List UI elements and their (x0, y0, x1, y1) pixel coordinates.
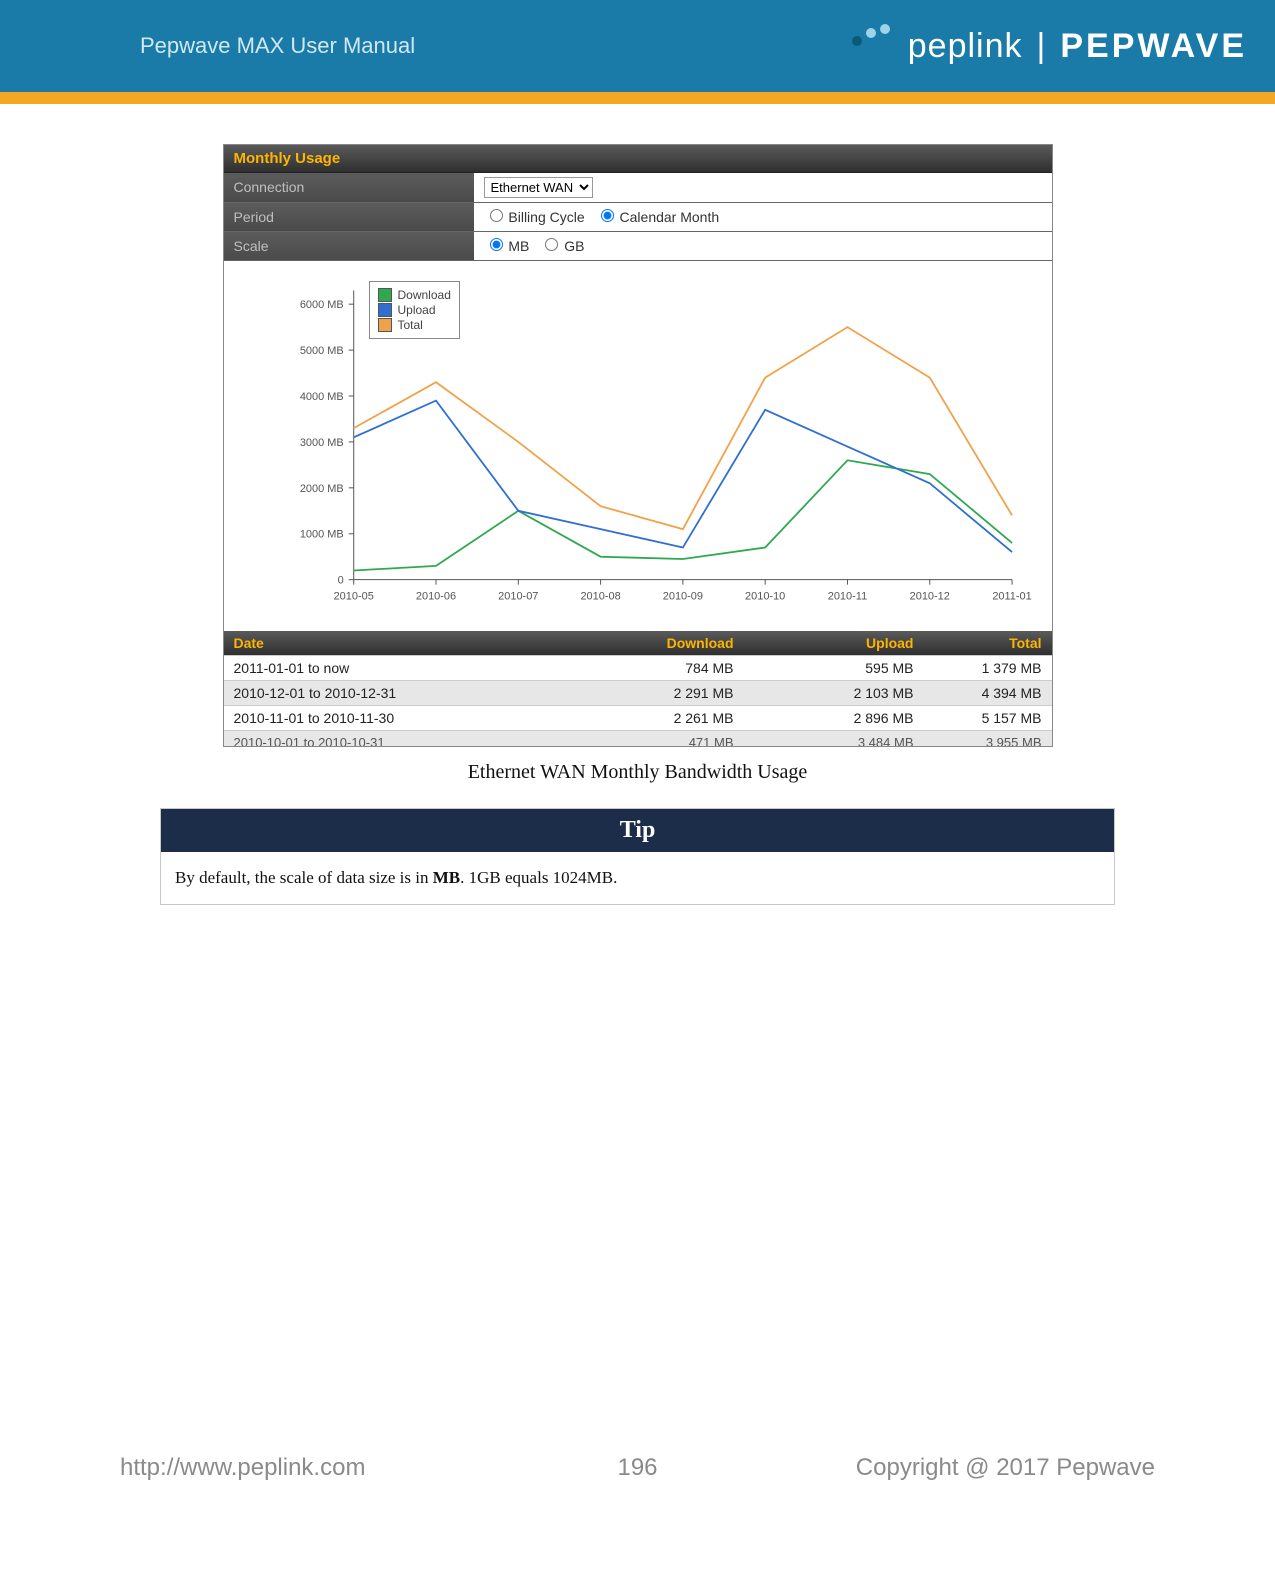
th-download: Download (564, 631, 744, 655)
svg-text:3000 MB: 3000 MB (299, 437, 343, 449)
legend-item: Total (378, 318, 451, 332)
tip-heading: Tip (161, 809, 1114, 852)
svg-text:2010-11: 2010-11 (827, 591, 866, 603)
svg-text:5000 MB: 5000 MB (299, 345, 343, 357)
panel-title: Monthly Usage (224, 145, 1052, 173)
scale-row: Scale MB GB (224, 232, 1052, 261)
cell-upload: 3 484 MB (744, 731, 924, 746)
table-row: 2011-01-01 to now784 MB595 MB1 379 MB (224, 655, 1052, 680)
period-billing-option[interactable]: Billing Cycle (484, 209, 585, 225)
cell-download: 471 MB (564, 731, 744, 746)
cell-upload: 595 MB (744, 656, 924, 680)
cell-date: 2010-10-01 to 2010-10-31 (224, 731, 564, 746)
svg-text:2010-05: 2010-05 (333, 591, 373, 603)
page-number: 196 (617, 1454, 657, 1482)
connection-row: Connection Ethernet WAN (224, 173, 1052, 203)
brand-dots-icon (844, 24, 894, 44)
usage-chart: 0 1000 MB 2000 MB 3000 MB 4000 MB 5000 MB 6000… (224, 261, 1052, 631)
svg-text:1000 MB: 1000 MB (299, 529, 343, 541)
cell-date: 2010-12-01 to 2010-12-31 (224, 681, 564, 705)
tip-box: Tip By default, the scale of data size i… (160, 808, 1115, 905)
cell-upload: 2 896 MB (744, 706, 924, 730)
cell-download: 2 261 MB (564, 706, 744, 730)
page-footer: http://www.peplink.com 196 Copyright @ 2… (0, 1454, 1275, 1482)
legend-item: Upload (378, 303, 451, 317)
legend-swatch-icon (378, 303, 392, 317)
scale-gb-option[interactable]: GB (539, 238, 584, 254)
th-total: Total (924, 631, 1052, 655)
usage-table-header: Date Download Upload Total (224, 631, 1052, 655)
table-row: 2010-10-01 to 2010-10-31471 MB3 484 MB3 … (224, 730, 1052, 746)
cell-total: 5 157 MB (924, 706, 1052, 730)
footer-copyright: Copyright @ 2017 Pepwave (856, 1454, 1155, 1482)
period-label: Period (224, 203, 474, 231)
tip-body: By default, the scale of data size is in… (161, 852, 1114, 904)
chart-svg: 0 1000 MB 2000 MB 3000 MB 4000 MB 5000 MB 6000… (244, 279, 1032, 621)
cell-total: 4 394 MB (924, 681, 1052, 705)
accent-bar (0, 92, 1275, 104)
table-row: 2010-11-01 to 2010-11-302 261 MB2 896 MB… (224, 705, 1052, 730)
manual-title: Pepwave MAX User Manual (140, 33, 415, 59)
chart-legend: DownloadUploadTotal (369, 281, 460, 339)
legend-swatch-icon (378, 318, 392, 332)
cell-total: 3 955 MB (924, 731, 1052, 746)
cell-total: 1 379 MB (924, 656, 1052, 680)
connection-select[interactable]: Ethernet WAN (484, 177, 593, 198)
svg-text:2011-01: 2011-01 (992, 591, 1031, 603)
svg-text:0: 0 (337, 575, 343, 587)
table-row: 2010-12-01 to 2010-12-312 291 MB2 103 MB… (224, 680, 1052, 705)
svg-text:4000 MB: 4000 MB (299, 391, 343, 403)
legend-swatch-icon (378, 288, 392, 302)
legend-item: Download (378, 288, 451, 302)
footer-url: http://www.peplink.com (120, 1454, 365, 1482)
period-row: Period Billing Cycle Calendar Month (224, 203, 1052, 232)
svg-text:2010-09: 2010-09 (662, 591, 702, 603)
cell-download: 784 MB (564, 656, 744, 680)
svg-text:2000 MB: 2000 MB (299, 483, 343, 495)
svg-text:2010-08: 2010-08 (580, 591, 620, 603)
cell-date: 2011-01-01 to now (224, 656, 564, 680)
brand-pepwave: PEPWAVE (1060, 27, 1247, 66)
figure-caption: Ethernet WAN Monthly Bandwidth Usage (120, 761, 1155, 784)
svg-text:2010-12: 2010-12 (909, 591, 949, 603)
svg-text:2010-06: 2010-06 (415, 591, 455, 603)
scale-mb-option[interactable]: MB (484, 238, 530, 254)
th-upload: Upload (744, 631, 924, 655)
svg-text:2010-07: 2010-07 (498, 591, 538, 603)
svg-text:2010-10: 2010-10 (745, 591, 785, 603)
scale-label: Scale (224, 232, 474, 260)
doc-header: Pepwave MAX User Manual peplink | PEPWAV… (0, 0, 1275, 92)
period-calendar-option[interactable]: Calendar Month (595, 209, 720, 225)
cell-date: 2010-11-01 to 2010-11-30 (224, 706, 564, 730)
cell-download: 2 291 MB (564, 681, 744, 705)
cell-upload: 2 103 MB (744, 681, 924, 705)
connection-label: Connection (224, 173, 474, 202)
brand-separator: | (1037, 27, 1047, 66)
brand-peplink: peplink (908, 27, 1023, 66)
th-date: Date (224, 631, 564, 655)
monthly-usage-panel: Monthly Usage Connection Ethernet WAN Pe… (223, 144, 1053, 747)
svg-text:6000 MB: 6000 MB (299, 299, 343, 311)
brand-logo: peplink | PEPWAVE (844, 27, 1247, 66)
